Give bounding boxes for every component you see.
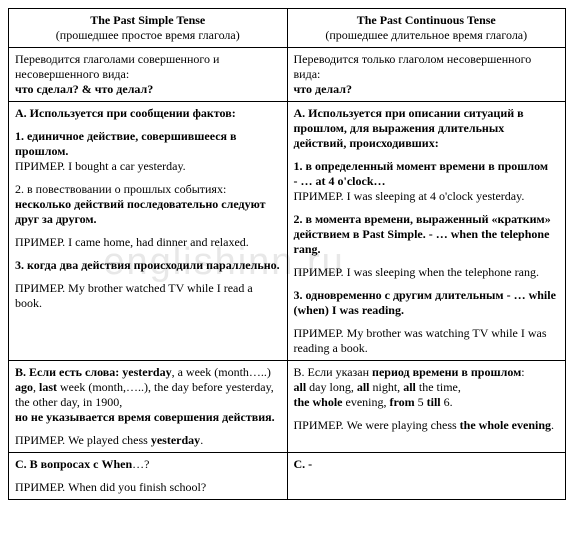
right-section-a: A. Используется при описании ситуаций в …	[287, 102, 566, 361]
lb-c: , a week (month…..)	[172, 365, 271, 379]
left-a1: 1. единичное действие, совершившееся в п…	[15, 129, 237, 158]
rb3b: evening,	[343, 395, 390, 409]
left-subtitle: (прошедшее простое время глагола)	[56, 28, 240, 42]
rb3c: from	[390, 395, 415, 409]
rb3a: the whole	[294, 395, 343, 409]
lc-a: C. В вопросах с	[15, 457, 101, 471]
rb2a: all	[294, 380, 307, 394]
left-title: The Past Simple Tense	[90, 13, 205, 27]
right-section-c: C. -	[287, 453, 566, 500]
rb2f: the time,	[416, 380, 461, 394]
right-a3-ex: ПРИМЕР. My brother was watching TV while…	[294, 326, 547, 355]
lb-ex-b: yesterday	[151, 433, 200, 447]
rb-ex-c: .	[551, 418, 554, 432]
left-a3: 3. когда два действия происходили паралл…	[15, 258, 280, 272]
right-intro: Переводится только глаголом несовершенно…	[287, 48, 566, 102]
rb3d: 5	[415, 395, 427, 409]
lb-f: last	[39, 380, 57, 394]
left-intro: Переводится глаголами совершенного и нес…	[9, 48, 288, 102]
lb-a: B. Если есть слова:	[15, 365, 122, 379]
rb2e: all	[403, 380, 416, 394]
right-a1a: 1. в определенный момент времени в прошл…	[294, 159, 549, 173]
rb-a: B. Если указан	[294, 365, 373, 379]
rb3e: till	[427, 395, 441, 409]
rb-c: :	[521, 365, 524, 379]
left-a1-ex: ПРИМЕР. I bought a car yesterday.	[15, 159, 186, 173]
lb-b: yesterday	[122, 365, 171, 379]
left-a2a: 2. в повествовании о прошлых событиях:	[15, 182, 226, 196]
comparison-table: The Past Simple Tense (прошедшее простое…	[8, 8, 566, 500]
lb-ex-a: ПРИМЕР. We played chess	[15, 433, 151, 447]
right-intro-q: что делал?	[294, 82, 352, 96]
rc-head: C. -	[294, 457, 313, 471]
right-a3a: 3. одновременно с другим длительным - … …	[294, 288, 556, 317]
left-section-c: C. В вопросах с When…? ПРИМЕР. When did …	[9, 453, 288, 500]
lc-c: …?	[132, 457, 149, 471]
left-section-b: B. Если есть слова: yesterday, a week (m…	[9, 361, 288, 453]
right-a2-ex: ПРИМЕР. I was sleeping when the telephon…	[294, 265, 539, 279]
rb2d: night,	[370, 380, 404, 394]
left-intro-text: Переводится глаголами совершенного и нес…	[15, 52, 219, 81]
rb-b: период времени в прошлом	[372, 365, 521, 379]
lc-b: When	[101, 457, 132, 471]
rb-ex-a: ПРИМЕР. We were playing chess	[294, 418, 460, 432]
right-a2a: 2. в момента времени, выраженный «кратки…	[294, 212, 551, 256]
rb2b: day long,	[306, 380, 357, 394]
left-a-head: A. Используется при сообщении фактов:	[15, 106, 236, 120]
left-a2-ex: ПРИМЕР. I came home, had dinner and rela…	[15, 235, 249, 249]
right-section-b: B. Если указан период времени в прошлом:…	[287, 361, 566, 453]
right-a1-ex: ПРИМЕР. I was sleeping at 4 o'clock yest…	[294, 189, 525, 203]
lb-d: ago	[15, 380, 33, 394]
lc-ex: ПРИМЕР. When did you finish school?	[15, 480, 206, 494]
right-header: The Past Continuous Tense (прошедшее дли…	[287, 9, 566, 48]
lb-ex-c: .	[200, 433, 203, 447]
left-intro-q: что сделал? & что делал?	[15, 82, 153, 96]
right-a-head: A. Используется при описании ситуаций в …	[294, 106, 524, 150]
right-a1b: - … at 4 o'clock…	[294, 174, 386, 188]
left-section-a: A. Используется при сообщении фактов: 1.…	[9, 102, 288, 361]
right-title: The Past Continuous Tense	[357, 13, 496, 27]
right-intro-text: Переводится только глаголом несовершенно…	[294, 52, 532, 81]
rb2c: all	[357, 380, 370, 394]
rb-ex-b: the whole evening	[460, 418, 551, 432]
lb-bold: но не указывается время совершения дейст…	[15, 410, 275, 424]
left-a2b: несколько действий последовательно следу…	[15, 197, 265, 226]
left-a3-ex: ПРИМЕР. My brother watched TV while I re…	[15, 281, 253, 310]
left-header: The Past Simple Tense (прошедшее простое…	[9, 9, 288, 48]
right-subtitle: (прошедшее длительное время глагола)	[325, 28, 527, 42]
rb3f: 6.	[441, 395, 453, 409]
